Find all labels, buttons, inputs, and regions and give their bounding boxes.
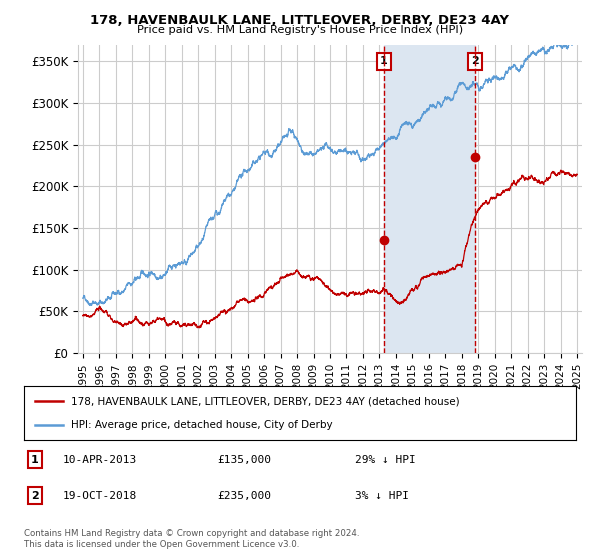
Text: 1: 1 bbox=[31, 455, 39, 465]
Text: 10-APR-2013: 10-APR-2013 bbox=[62, 455, 137, 465]
Bar bbox=[384, 45, 475, 353]
Text: 19-OCT-2018: 19-OCT-2018 bbox=[62, 491, 137, 501]
Text: 2: 2 bbox=[31, 491, 39, 501]
Text: 3% ↓ HPI: 3% ↓ HPI bbox=[355, 491, 409, 501]
Text: Price paid vs. HM Land Registry's House Price Index (HPI): Price paid vs. HM Land Registry's House … bbox=[137, 25, 463, 35]
Text: £135,000: £135,000 bbox=[217, 455, 271, 465]
Text: £235,000: £235,000 bbox=[217, 491, 271, 501]
Text: 1: 1 bbox=[380, 57, 388, 67]
Text: HPI: Average price, detached house, City of Derby: HPI: Average price, detached house, City… bbox=[71, 419, 332, 430]
Text: 178, HAVENBAULK LANE, LITTLEOVER, DERBY, DE23 4AY (detached house): 178, HAVENBAULK LANE, LITTLEOVER, DERBY,… bbox=[71, 396, 460, 407]
Text: Contains HM Land Registry data © Crown copyright and database right 2024.
This d: Contains HM Land Registry data © Crown c… bbox=[24, 529, 359, 549]
Text: 29% ↓ HPI: 29% ↓ HPI bbox=[355, 455, 416, 465]
Text: 178, HAVENBAULK LANE, LITTLEOVER, DERBY, DE23 4AY: 178, HAVENBAULK LANE, LITTLEOVER, DERBY,… bbox=[91, 14, 509, 27]
Text: 2: 2 bbox=[471, 57, 479, 67]
